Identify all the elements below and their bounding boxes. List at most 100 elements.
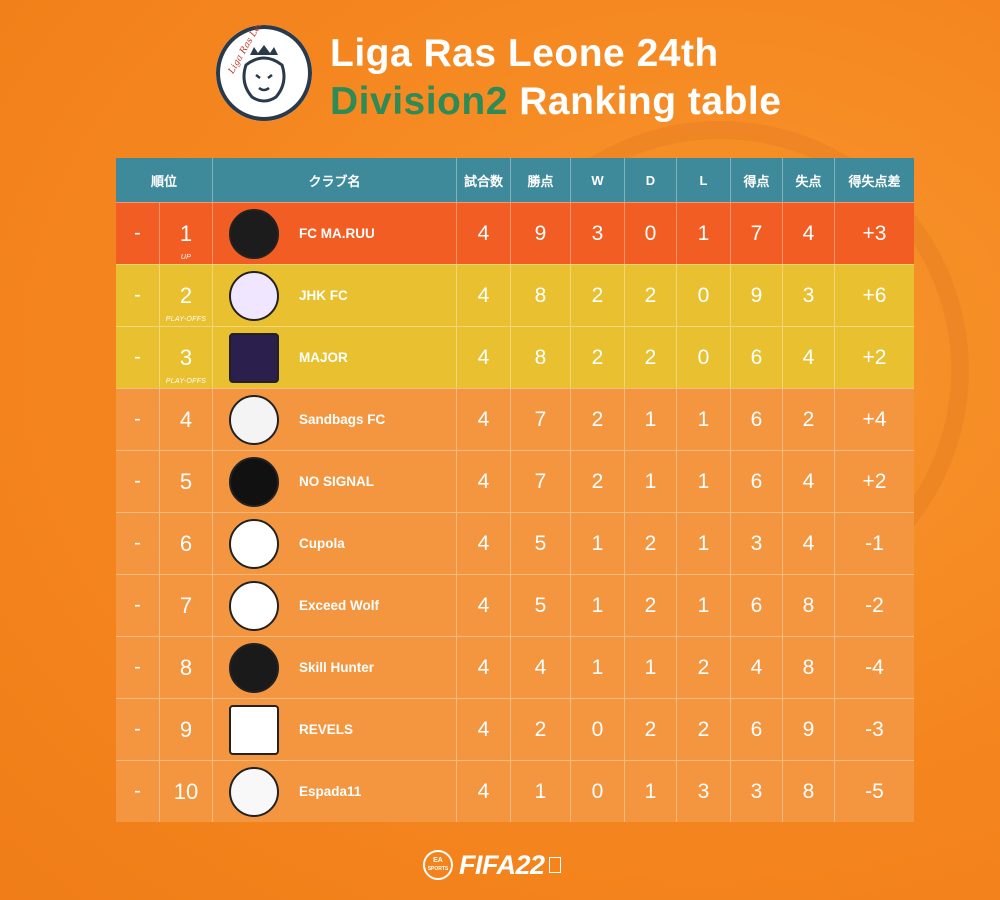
- table-row: -9 REVELS 4 2 0 2 2 6 9 -3: [116, 698, 914, 760]
- wins: 2: [571, 265, 625, 326]
- goals-against: 4: [783, 451, 835, 512]
- games-played: 4: [457, 575, 511, 636]
- games-played: 4: [457, 699, 511, 760]
- col-losses: L: [677, 158, 731, 202]
- points: 9: [511, 203, 571, 264]
- club-cell: JHK FC: [213, 265, 457, 326]
- rank-change: -: [116, 203, 160, 264]
- table-row: -6 Cupola 4 5 1 2 1 3 4 -1: [116, 512, 914, 574]
- games-played: 4: [457, 637, 511, 698]
- goal-difference: +3: [862, 221, 887, 245]
- draws: 1: [625, 761, 677, 822]
- club-cell: REVELS: [213, 699, 457, 760]
- rank-status-label: UP: [180, 254, 192, 261]
- goal-difference: +4: [862, 407, 887, 431]
- goals-for: 6: [731, 451, 783, 512]
- club-name: NO SIGNAL: [299, 474, 375, 489]
- rank-cell: 3 PLAY-OFFS: [160, 327, 213, 388]
- games-played: 4: [457, 513, 511, 574]
- rank-change: -: [116, 699, 160, 760]
- rank-number: 1: [179, 220, 193, 246]
- rank-change: -: [116, 575, 160, 636]
- club-name: Espada11: [299, 784, 362, 799]
- club-name: Exceed Wolf: [299, 598, 380, 613]
- losses: 3: [677, 761, 731, 822]
- page-title-line2: Division2 Ranking table: [330, 80, 781, 124]
- goals-for: 4: [731, 637, 783, 698]
- rank-cell: 1 UP: [160, 203, 213, 264]
- goals-for: 3: [731, 513, 783, 574]
- goals-against: 4: [783, 513, 835, 574]
- rank-cell: 4: [160, 389, 213, 450]
- goals-against: 4: [783, 327, 835, 388]
- club-name: Skill Hunter: [299, 660, 375, 675]
- goal-difference: -1: [865, 531, 884, 555]
- draws: 2: [625, 265, 677, 326]
- wins: 0: [571, 761, 625, 822]
- goals-for: 6: [731, 575, 783, 636]
- goals-for: 9: [731, 265, 783, 326]
- col-rank: 順位: [116, 158, 213, 202]
- col-club: クラブ名: [213, 158, 457, 202]
- fifa22-logo: EA SPORTS FIFA22: [423, 848, 577, 882]
- losses: 0: [677, 327, 731, 388]
- club-cell: MAJOR: [213, 327, 457, 388]
- rank-change: -: [116, 637, 160, 698]
- wins: 1: [571, 575, 625, 636]
- rank-change: -: [116, 389, 160, 450]
- club-name: FC MA.RUU: [299, 226, 375, 241]
- rank-number: 2: [179, 282, 193, 308]
- draws: 2: [625, 327, 677, 388]
- losses: 1: [677, 575, 731, 636]
- table-row: -2 PLAY-OFFS JHK FC 4 8 2 2 0 9 3 +6: [116, 264, 914, 326]
- points: 5: [511, 575, 571, 636]
- col-games: 試合数: [457, 158, 511, 202]
- wins: 2: [571, 327, 625, 388]
- col-goal-diff: 得失点差: [848, 173, 901, 189]
- rank-change: -: [116, 451, 160, 512]
- club-name: MAJOR: [299, 350, 348, 365]
- losses: 2: [677, 637, 731, 698]
- club-cell: FC MA.RUU: [213, 203, 457, 264]
- goals-for: 7: [731, 203, 783, 264]
- rank-cell: 10: [160, 761, 213, 822]
- draws: 2: [625, 575, 677, 636]
- draws: 0: [625, 203, 677, 264]
- rank-cell: 2 PLAY-OFFS: [160, 265, 213, 326]
- club-cell: Exceed Wolf: [213, 575, 457, 636]
- wins: 2: [571, 451, 625, 512]
- club-cell: Sandbags FC: [213, 389, 457, 450]
- ea-sports-text: SPORTS: [427, 866, 449, 872]
- games-played: 4: [457, 761, 511, 822]
- division-label: Division2: [330, 80, 508, 123]
- col-goals-for: 得点: [731, 158, 783, 202]
- goals-against: 9: [783, 699, 835, 760]
- club-cell: Cupola: [213, 513, 457, 574]
- table-row: -4 Sandbags FC 4 7 2 1 1 6 2 +4: [116, 388, 914, 450]
- draws: 2: [625, 699, 677, 760]
- page-header: Liga Ras Leone Liga Ras Leone 24th Divis…: [0, 0, 1000, 150]
- games-played: 4: [457, 203, 511, 264]
- draws: 1: [625, 637, 677, 698]
- fifa-badge-icon: [548, 857, 561, 873]
- goal-difference: +2: [862, 345, 887, 369]
- rank-number: 6: [179, 530, 193, 556]
- goal-difference: -5: [865, 779, 884, 803]
- table-header-row: 順位 クラブ名 試合数 勝点 W D L 得点 失点 得失点差: [116, 158, 914, 202]
- rank-number: 5: [179, 468, 193, 494]
- games-played: 4: [457, 389, 511, 450]
- wins: 1: [571, 513, 625, 574]
- goal-difference: -4: [865, 655, 884, 679]
- table-row: -7 Exceed Wolf 4 5 1 2 1 6 8 -2: [116, 574, 914, 636]
- losses: 0: [677, 265, 731, 326]
- rank-number: 3: [179, 344, 193, 370]
- points: 8: [511, 327, 571, 388]
- club-crest-icon: [229, 518, 279, 569]
- club-crest-icon: [229, 208, 279, 259]
- club-cell: Skill Hunter: [213, 637, 457, 698]
- rank-number: 9: [179, 716, 193, 742]
- rank-cell: 6: [160, 513, 213, 574]
- club-name: REVELS: [299, 722, 354, 737]
- goals-against: 4: [783, 203, 835, 264]
- fifa-text: FIFA22: [459, 849, 545, 880]
